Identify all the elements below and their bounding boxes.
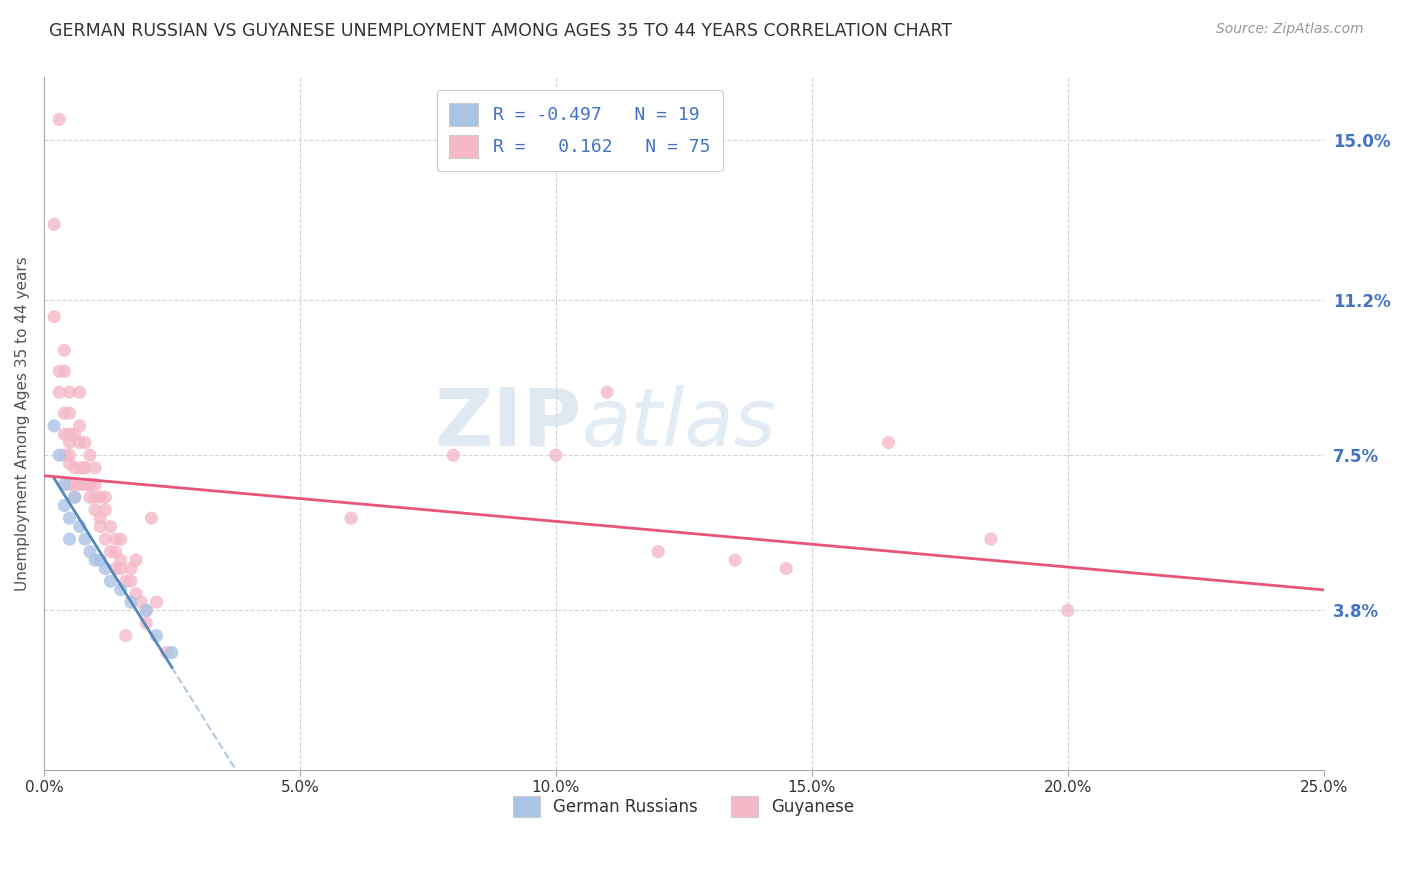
Point [104,532,127,546]
Point [53,448,76,462]
Point [100,519,122,533]
Point [53,406,76,420]
Point [775,561,797,575]
Point [63,490,86,504]
Point [73,435,96,450]
Point [94,532,117,546]
Point [135,603,157,617]
Point [69,477,91,491]
Point [58,435,80,450]
Point [156,645,179,659]
Point [58,406,80,420]
Point [63,427,86,442]
Point [596,385,619,400]
Point [89,553,111,567]
Point [89,490,111,504]
Point [58,448,80,462]
Point [100,574,122,588]
Point [73,477,96,491]
Point [58,427,80,442]
Point [58,511,80,525]
Point [94,490,117,504]
Point [160,645,183,659]
Point [125,553,148,567]
Point [441,448,464,462]
Point [79,448,101,462]
Y-axis label: Unemployment Among Ages 35 to 44 years: Unemployment Among Ages 35 to 44 years [15,256,30,591]
Point [63,460,86,475]
Point [69,519,91,533]
Point [100,545,122,559]
Point [63,490,86,504]
Point [79,477,101,491]
Point [110,561,132,575]
Point [110,582,132,597]
Point [84,490,107,504]
Point [58,532,80,546]
Point [120,595,142,609]
Point [53,427,76,442]
Point [110,553,132,567]
Point [647,545,669,559]
Point [114,574,136,588]
Point [53,343,76,358]
Point [53,499,76,513]
Point [104,545,127,559]
Point [877,435,900,450]
Point [724,553,747,567]
Legend: German Russians, Guyanese: German Russians, Guyanese [506,789,860,824]
Point [129,595,152,609]
Point [69,460,91,475]
Point [73,460,96,475]
Point [42,418,65,433]
Point [145,629,167,643]
Point [79,490,101,504]
Point [104,561,127,575]
Point [42,310,65,324]
Point [89,511,111,525]
Point [73,460,96,475]
Point [84,553,107,567]
Point [53,477,76,491]
Point [114,629,136,643]
Text: atlas: atlas [582,384,776,463]
Point [120,574,142,588]
Point [340,511,363,525]
Point [544,448,567,462]
Point [58,477,80,491]
Text: GERMAN RUSSIAN VS GUYANESE UNEMPLOYMENT AMONG AGES 35 TO 44 YEARS CORRELATION CH: GERMAN RUSSIAN VS GUYANESE UNEMPLOYMENT … [49,22,952,40]
Point [79,477,101,491]
Point [89,519,111,533]
Point [84,460,107,475]
Point [1056,603,1078,617]
Point [48,448,70,462]
Point [84,477,107,491]
Point [141,511,163,525]
Point [135,616,157,631]
Point [135,603,157,617]
Point [69,385,91,400]
Point [48,385,70,400]
Text: Source: ZipAtlas.com: Source: ZipAtlas.com [1216,22,1364,37]
Point [145,595,167,609]
Text: ZIP: ZIP [434,384,582,463]
Point [120,561,142,575]
Point [63,477,86,491]
Point [53,364,76,378]
Point [110,532,132,546]
Point [94,502,117,516]
Point [69,418,91,433]
Point [58,385,80,400]
Point [94,561,117,575]
Point [42,218,65,232]
Point [48,364,70,378]
Point [58,457,80,471]
Point [125,587,148,601]
Point [79,545,101,559]
Point [84,502,107,516]
Point [48,112,70,127]
Point [69,435,91,450]
Point [73,532,96,546]
Point [980,532,1002,546]
